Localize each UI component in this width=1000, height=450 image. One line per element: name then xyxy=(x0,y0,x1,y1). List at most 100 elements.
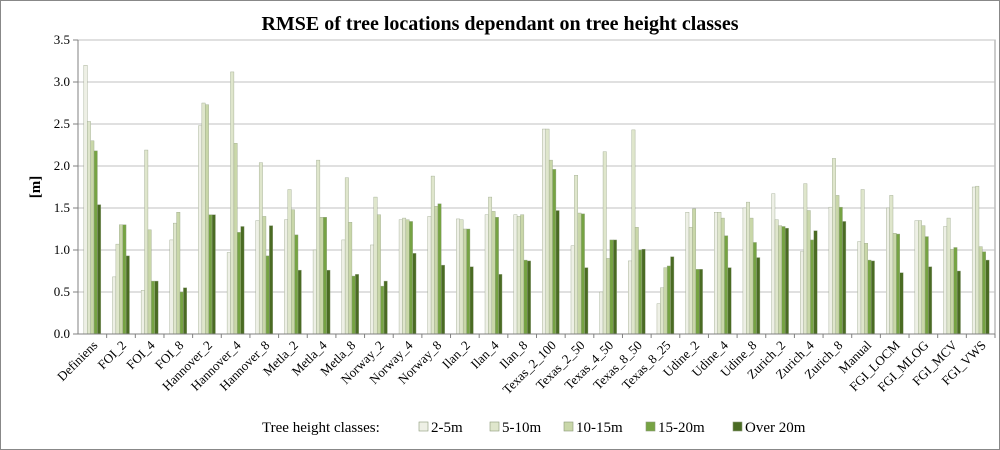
legend-swatch xyxy=(732,421,743,432)
legend-swatch xyxy=(418,421,429,432)
bar xyxy=(125,255,130,335)
bar xyxy=(918,220,922,335)
y-tick-label: 3.5 xyxy=(54,32,70,47)
bar xyxy=(198,125,203,335)
bar xyxy=(946,217,951,335)
bar xyxy=(269,225,273,335)
bar xyxy=(838,206,843,335)
bar xyxy=(97,204,102,335)
bar xyxy=(921,225,926,335)
legend-swatch xyxy=(645,421,656,432)
bar xyxy=(956,270,961,335)
bar xyxy=(835,195,840,335)
bar xyxy=(806,210,811,335)
bar xyxy=(513,214,518,335)
bar xyxy=(778,225,782,335)
bar xyxy=(412,253,417,335)
bar xyxy=(660,287,664,335)
bar xyxy=(287,189,292,335)
bar xyxy=(574,175,578,335)
bar xyxy=(405,219,410,335)
bar xyxy=(584,267,589,335)
bar xyxy=(545,128,550,335)
bar xyxy=(975,185,980,335)
bar xyxy=(169,239,174,335)
bar xyxy=(685,211,690,335)
bar xyxy=(727,267,732,335)
bar xyxy=(810,239,815,335)
bar xyxy=(516,216,521,335)
bar xyxy=(469,266,474,335)
bar xyxy=(867,259,872,335)
bar xyxy=(115,243,120,335)
bar xyxy=(892,232,897,335)
bar xyxy=(950,248,954,335)
bar xyxy=(555,210,560,335)
bar xyxy=(842,221,847,335)
bar xyxy=(144,149,149,335)
bar xyxy=(316,159,321,335)
bar xyxy=(441,264,445,335)
bar xyxy=(176,211,181,335)
bar xyxy=(800,251,804,335)
bar xyxy=(599,291,604,335)
bar xyxy=(634,227,639,335)
y-tick-label: 0.0 xyxy=(54,326,70,341)
bar xyxy=(355,274,359,335)
bar xyxy=(434,206,439,335)
bar xyxy=(341,239,346,335)
bar xyxy=(914,220,919,335)
bar xyxy=(613,239,617,335)
bar xyxy=(258,162,263,335)
bar xyxy=(577,212,582,335)
bar xyxy=(83,64,88,335)
bar xyxy=(870,260,875,335)
bar xyxy=(462,228,467,335)
bar xyxy=(437,203,442,335)
legend-swatch xyxy=(489,421,500,432)
y-tick-label: 1.5 xyxy=(54,200,70,215)
legend: Tree height classes: 2-5m 5-10m 10-15m 15-20… xyxy=(262,420,806,436)
bar xyxy=(344,177,349,335)
bar xyxy=(899,272,904,335)
bar xyxy=(717,211,722,335)
bar xyxy=(860,189,865,335)
bar xyxy=(498,274,503,335)
bar xyxy=(409,221,413,335)
bar xyxy=(488,196,493,335)
legend-label: 15-20m xyxy=(658,420,705,436)
bar xyxy=(631,129,636,335)
bar xyxy=(638,249,643,335)
bar xyxy=(240,226,245,335)
bar xyxy=(208,214,213,335)
bars xyxy=(83,64,990,335)
bar xyxy=(724,235,729,335)
bar xyxy=(746,201,750,335)
bar xyxy=(122,224,127,335)
bar xyxy=(87,121,91,335)
bar xyxy=(484,214,489,335)
bar xyxy=(370,244,374,335)
bar xyxy=(348,222,353,335)
bar xyxy=(699,269,703,335)
bar xyxy=(784,227,789,335)
bar xyxy=(542,128,546,335)
bar xyxy=(291,209,295,335)
bar xyxy=(864,243,868,335)
bar xyxy=(714,211,718,335)
bar xyxy=(928,266,933,335)
bar xyxy=(670,256,675,335)
bar xyxy=(376,214,381,335)
legend-label: 5-10m xyxy=(502,420,541,436)
y-tick-label: 2.0 xyxy=(54,158,70,173)
bar xyxy=(201,102,206,335)
bar xyxy=(749,217,754,335)
bar xyxy=(781,226,786,335)
bar xyxy=(90,140,95,335)
bar xyxy=(183,287,187,335)
bar xyxy=(889,195,894,335)
legend-label: 2-5m xyxy=(431,420,463,436)
bar xyxy=(982,251,986,335)
bar xyxy=(580,213,585,335)
